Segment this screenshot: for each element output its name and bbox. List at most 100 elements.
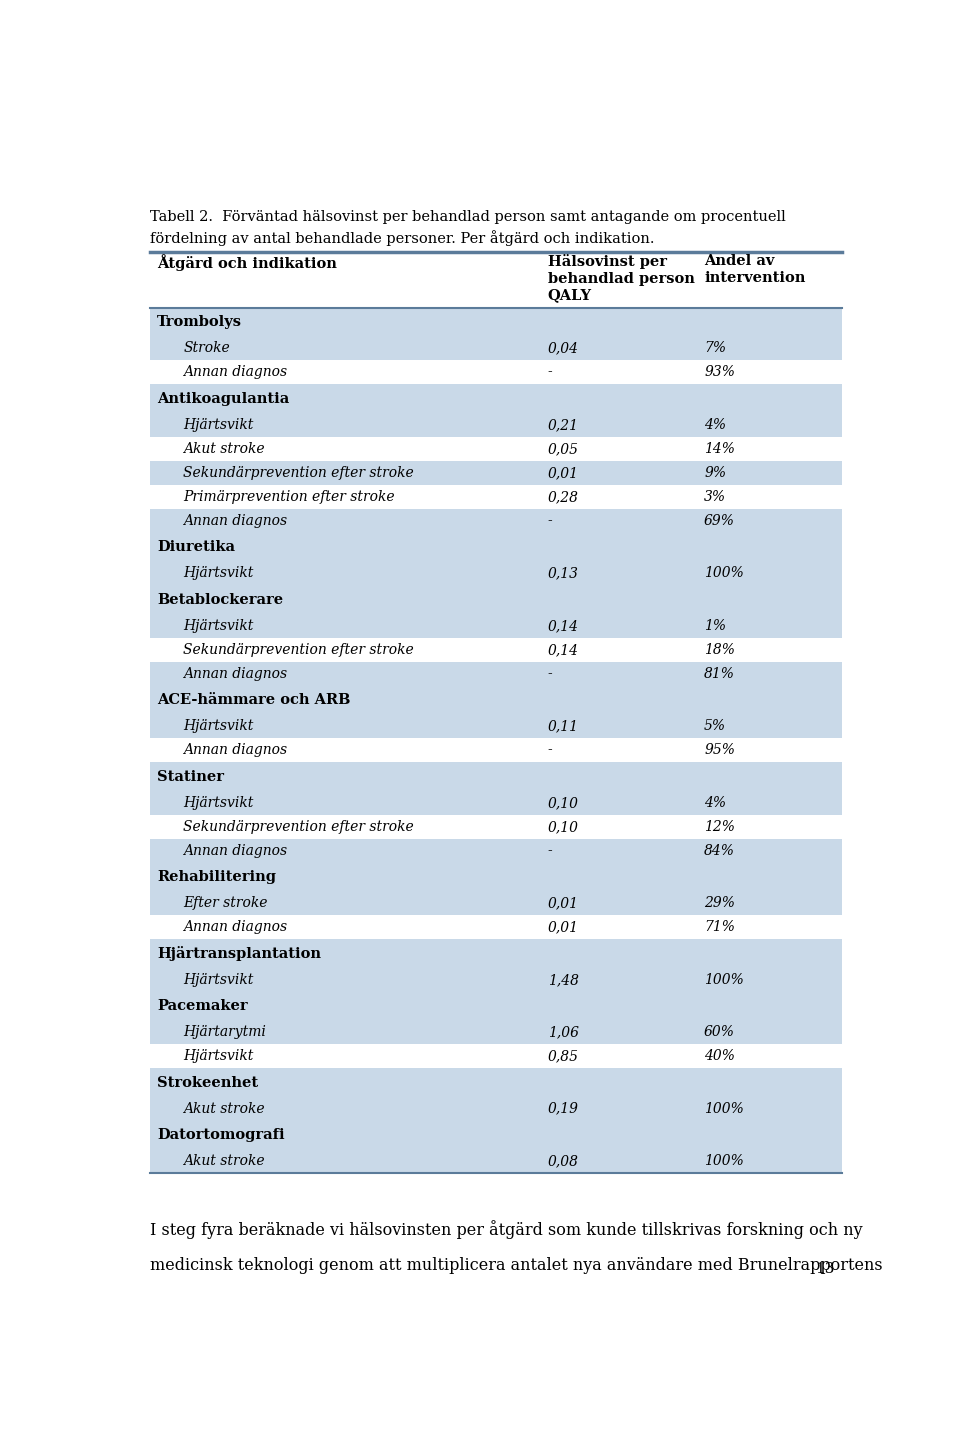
- Bar: [150, 1069, 842, 1096]
- Text: 0,85: 0,85: [548, 1050, 579, 1063]
- Text: Hjärtsvikt: Hjärtsvikt: [183, 973, 253, 987]
- Bar: [150, 613, 842, 638]
- Text: 81%: 81%: [704, 667, 735, 681]
- Text: 0,21: 0,21: [548, 418, 579, 432]
- Text: Betablockerare: Betablockerare: [157, 593, 283, 606]
- Bar: [150, 484, 842, 509]
- Text: Efter stroke: Efter stroke: [183, 896, 268, 911]
- Text: 7%: 7%: [704, 341, 726, 355]
- Text: Andel av
intervention: Andel av intervention: [704, 254, 805, 284]
- Bar: [150, 763, 842, 790]
- Bar: [150, 815, 842, 840]
- Text: 0,04: 0,04: [548, 341, 579, 355]
- Text: Akut stroke: Akut stroke: [183, 442, 265, 455]
- Text: 0,10: 0,10: [548, 819, 579, 834]
- Text: -: -: [548, 365, 553, 380]
- Bar: [150, 661, 842, 686]
- Bar: [150, 509, 842, 534]
- Text: Hjärtsvikt: Hjärtsvikt: [183, 567, 253, 580]
- Text: Annan diagnos: Annan diagnos: [183, 667, 287, 681]
- Text: 0,13: 0,13: [548, 567, 579, 580]
- Text: I steg fyra beräknade vi hälsovinsten per åtgärd som kunde tillskrivas forskning: I steg fyra beräknade vi hälsovinsten pe…: [150, 1219, 862, 1240]
- Bar: [150, 738, 842, 763]
- Text: 3%: 3%: [704, 490, 726, 505]
- Bar: [150, 638, 842, 661]
- Text: 0,19: 0,19: [548, 1102, 579, 1116]
- Text: 100%: 100%: [704, 1102, 744, 1116]
- Text: 100%: 100%: [704, 973, 744, 987]
- Text: Annan diagnos: Annan diagnos: [183, 844, 287, 858]
- Text: Hjärtransplantation: Hjärtransplantation: [157, 945, 322, 961]
- Text: Diuretika: Diuretika: [157, 541, 235, 554]
- Text: 14%: 14%: [704, 442, 735, 455]
- Text: Stroke: Stroke: [183, 341, 230, 355]
- Text: Antikoagulantia: Antikoagulantia: [157, 392, 290, 406]
- Bar: [150, 336, 842, 361]
- Text: Rehabilitering: Rehabilitering: [157, 870, 276, 884]
- Text: Pacemaker: Pacemaker: [157, 999, 248, 1014]
- Text: 1,06: 1,06: [548, 1025, 579, 1040]
- Text: -: -: [548, 667, 553, 681]
- Bar: [150, 1021, 842, 1044]
- Text: Åtgärd och indikation: Åtgärd och indikation: [157, 254, 337, 271]
- Bar: [150, 1150, 842, 1173]
- Text: Annan diagnos: Annan diagnos: [183, 365, 287, 380]
- Text: Sekundärprevention efter stroke: Sekundärprevention efter stroke: [183, 465, 414, 480]
- Text: 18%: 18%: [704, 642, 735, 657]
- Text: 0,14: 0,14: [548, 619, 579, 632]
- Bar: [150, 863, 842, 892]
- Text: 69%: 69%: [704, 513, 735, 528]
- Text: -: -: [548, 744, 553, 757]
- Text: 93%: 93%: [704, 365, 735, 380]
- Text: 5%: 5%: [704, 719, 726, 734]
- Text: Annan diagnos: Annan diagnos: [183, 744, 287, 757]
- Text: 95%: 95%: [704, 744, 735, 757]
- Text: 0,11: 0,11: [548, 719, 579, 734]
- Text: Strokeenhet: Strokeenhet: [157, 1076, 258, 1089]
- Text: Annan diagnos: Annan diagnos: [183, 513, 287, 528]
- Text: 100%: 100%: [704, 1154, 744, 1169]
- Bar: [150, 1044, 842, 1069]
- Text: Akut stroke: Akut stroke: [183, 1154, 265, 1169]
- Text: 0,28: 0,28: [548, 490, 579, 505]
- Text: fördelning av antal behandlade personer. Per åtgärd och indikation.: fördelning av antal behandlade personer.…: [150, 231, 655, 245]
- Text: Trombolys: Trombolys: [157, 315, 242, 329]
- Bar: [150, 561, 842, 586]
- Text: Statiner: Statiner: [157, 770, 225, 783]
- Text: Sekundärprevention efter stroke: Sekundärprevention efter stroke: [183, 819, 414, 834]
- Text: Hälsovinst per
behandlad person
QALY: Hälsovinst per behandlad person QALY: [548, 254, 695, 302]
- Text: 4%: 4%: [704, 418, 726, 432]
- Bar: [150, 586, 842, 613]
- Text: Hjärtsvikt: Hjärtsvikt: [183, 418, 253, 432]
- Text: 40%: 40%: [704, 1050, 735, 1063]
- Bar: [150, 1121, 842, 1150]
- Text: 60%: 60%: [704, 1025, 735, 1040]
- Bar: [150, 840, 842, 863]
- Text: -: -: [548, 844, 553, 858]
- Bar: [150, 384, 842, 413]
- Bar: [150, 992, 842, 1021]
- Text: Sekundärprevention efter stroke: Sekundärprevention efter stroke: [183, 642, 414, 657]
- Text: Hjärtsvikt: Hjärtsvikt: [183, 619, 253, 632]
- Text: Akut stroke: Akut stroke: [183, 1102, 265, 1116]
- Bar: [150, 686, 842, 715]
- Bar: [150, 892, 842, 915]
- Bar: [150, 436, 842, 461]
- Bar: [150, 413, 842, 436]
- Text: 0,01: 0,01: [548, 465, 579, 480]
- Text: 4%: 4%: [704, 796, 726, 811]
- Text: Hjärtsvikt: Hjärtsvikt: [183, 796, 253, 811]
- Bar: [150, 915, 842, 940]
- Text: Hjärtsvikt: Hjärtsvikt: [183, 719, 253, 734]
- Text: 13: 13: [815, 1262, 834, 1276]
- Text: 1,48: 1,48: [548, 973, 579, 987]
- Text: Primärprevention efter stroke: Primärprevention efter stroke: [183, 490, 395, 505]
- Bar: [150, 967, 842, 992]
- Text: Hjärtarytmi: Hjärtarytmi: [183, 1025, 266, 1040]
- Bar: [150, 461, 842, 484]
- Bar: [150, 940, 842, 967]
- Bar: [150, 790, 842, 815]
- Bar: [150, 715, 842, 738]
- Text: 12%: 12%: [704, 819, 735, 834]
- Text: 0,08: 0,08: [548, 1154, 579, 1169]
